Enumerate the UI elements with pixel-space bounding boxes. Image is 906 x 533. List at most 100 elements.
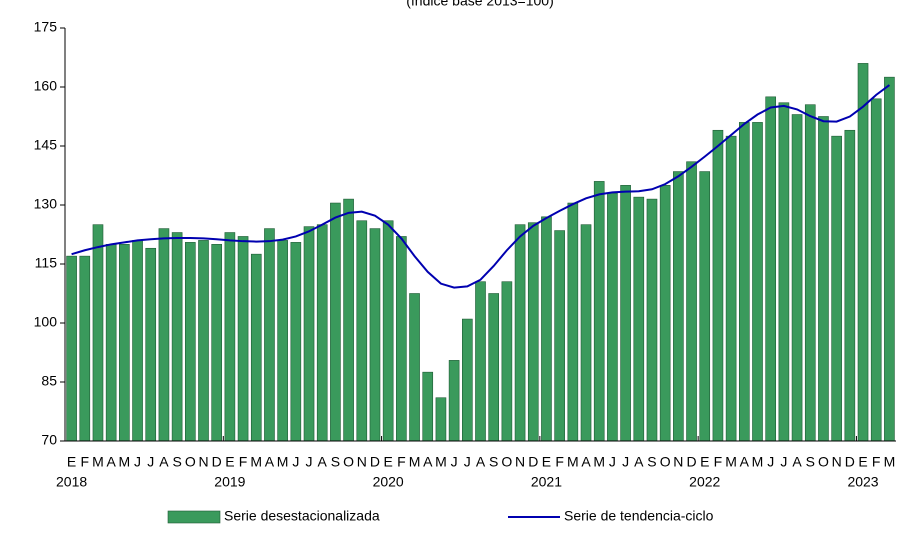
bar: [554, 230, 565, 442]
bar: [804, 104, 816, 442]
bar: [250, 253, 262, 442]
y-tick-label: 160: [34, 78, 58, 94]
year-label: 2022: [689, 474, 720, 490]
bar: [778, 102, 790, 442]
x-tick-label: A: [740, 454, 750, 470]
legend-swatch: [167, 510, 221, 524]
x-tick-label: N: [198, 454, 208, 470]
bar: [409, 293, 420, 442]
x-tick-label: N: [515, 454, 525, 470]
bar: [343, 198, 354, 442]
x-tick-label: O: [660, 454, 671, 470]
x-tick-label: M: [884, 454, 896, 470]
bar: [765, 96, 777, 442]
x-tick-label: M: [567, 454, 579, 470]
bar: [184, 242, 196, 442]
y-tick-label: 175: [34, 19, 58, 35]
bar: [79, 255, 91, 442]
x-tick-label: A: [318, 454, 328, 470]
bar: [857, 63, 869, 442]
x-tick-label: M: [409, 454, 421, 470]
x-tick-label: M: [725, 454, 737, 470]
bar: [686, 161, 697, 442]
bar: [884, 76, 895, 442]
x-tick-label: A: [634, 454, 644, 470]
x-tick-label: E: [542, 454, 551, 470]
x-tick-label: J: [780, 454, 787, 470]
x-tick-label: F: [239, 454, 248, 470]
x-tick-label: F: [872, 454, 881, 470]
bar: [66, 255, 77, 442]
bar: [844, 129, 856, 442]
x-tick-label: F: [555, 454, 564, 470]
x-tick-label: J: [306, 454, 313, 470]
bar: [158, 228, 170, 442]
x-tick-label: O: [818, 454, 829, 470]
bar: [673, 171, 684, 442]
bar: [646, 198, 658, 442]
bar: [752, 122, 763, 442]
x-tick-label: D: [528, 454, 538, 470]
bar: [145, 247, 157, 442]
x-tick-label: O: [501, 454, 512, 470]
x-tick-label: O: [343, 454, 354, 470]
x-tick-label: A: [423, 454, 433, 470]
x-tick-label: S: [489, 454, 498, 470]
x-tick-label: S: [647, 454, 656, 470]
bar: [725, 135, 737, 442]
y-tick-label: 85: [41, 373, 57, 389]
x-tick-label: E: [67, 454, 76, 470]
bar: [870, 98, 882, 442]
bar: [475, 281, 486, 442]
bar: [264, 228, 275, 442]
y-tick-label: 115: [35, 255, 58, 271]
x-tick-label: E: [858, 454, 867, 470]
bar: [303, 226, 315, 442]
bar: [290, 242, 302, 442]
bar: [607, 192, 618, 442]
bar: [316, 224, 328, 442]
bar: [132, 240, 143, 442]
bar: [831, 135, 842, 442]
bar: [356, 220, 368, 442]
bar: [593, 181, 605, 442]
x-tick-label: M: [435, 454, 447, 470]
y-tick-label: 145: [34, 137, 58, 153]
bar: [382, 220, 394, 442]
x-tick-label: A: [106, 454, 116, 470]
x-tick-label: J: [292, 454, 299, 470]
bar: [198, 240, 209, 442]
x-tick-label: A: [476, 454, 486, 470]
x-tick-label: D: [845, 454, 855, 470]
x-tick-label: M: [250, 454, 262, 470]
y-tick-label: 130: [34, 196, 58, 212]
bar: [633, 196, 645, 442]
bar: [488, 293, 500, 442]
bar: [277, 240, 288, 442]
bar: [527, 222, 539, 442]
x-tick-label: E: [225, 454, 234, 470]
x-tick-label: M: [593, 454, 605, 470]
year-label: 2020: [373, 474, 404, 490]
x-tick-label: N: [673, 454, 683, 470]
x-tick-label: D: [212, 454, 222, 470]
bar: [435, 397, 447, 442]
bar: [211, 244, 223, 442]
bar: [461, 318, 473, 442]
x-tick-label: J: [464, 454, 471, 470]
x-tick-label: M: [752, 454, 764, 470]
bar: [818, 116, 829, 442]
legend-label: Serie de tendencia-ciclo: [564, 508, 714, 524]
x-tick-label: F: [397, 454, 406, 470]
x-tick-label: A: [792, 454, 802, 470]
x-tick-label: M: [277, 454, 289, 470]
x-tick-label: A: [581, 454, 591, 470]
x-tick-label: F: [714, 454, 723, 470]
bar: [699, 171, 711, 442]
bar: [448, 360, 460, 442]
y-tick-label: 100: [34, 314, 58, 330]
trend-line: [71, 84, 891, 289]
bar: [501, 281, 513, 442]
x-tick-label: J: [134, 454, 141, 470]
x-tick-label: J: [622, 454, 629, 470]
